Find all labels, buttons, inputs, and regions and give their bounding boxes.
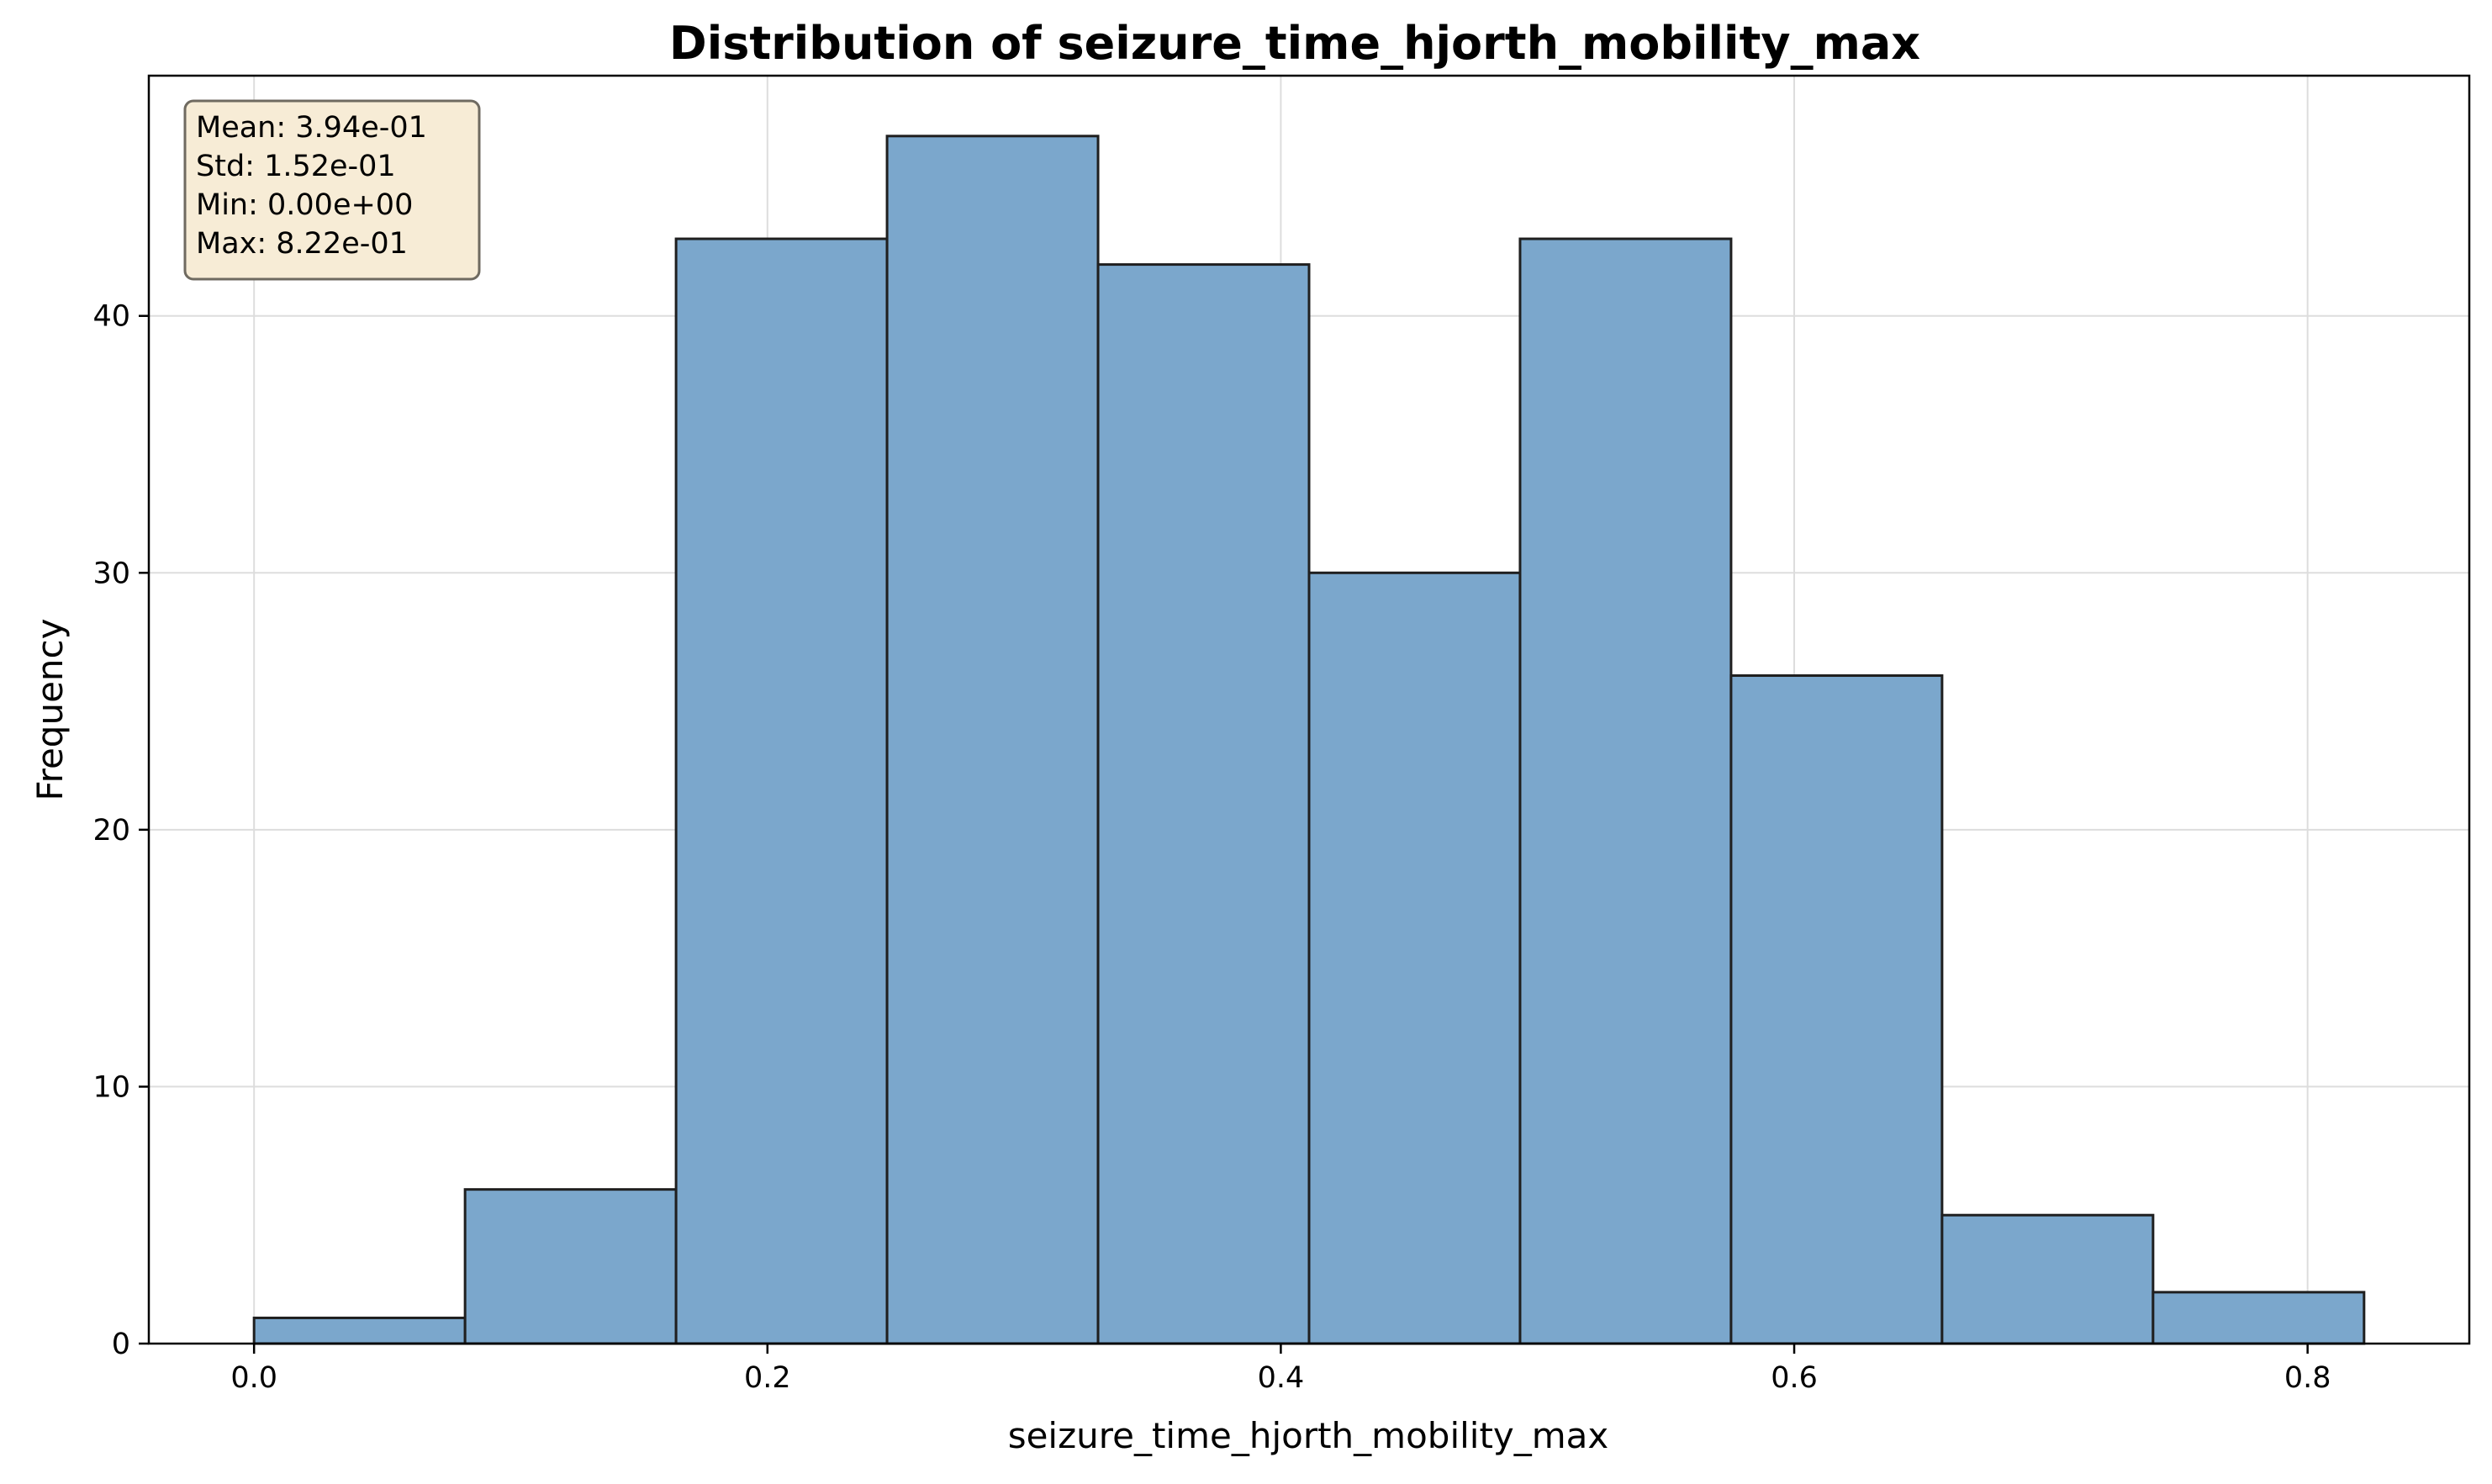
y-tick-label: 40 [92, 300, 130, 334]
histogram-bar [1307, 571, 1522, 1345]
histogram-bar [1940, 1213, 2155, 1345]
y-tick-label: 10 [92, 1070, 130, 1104]
histogram-bar [674, 237, 889, 1345]
chart-title: Distribution of seizure_time_hjorth_mobi… [669, 17, 1920, 70]
x-tick-label: 0.4 [1258, 1361, 1305, 1395]
stats-line: Mean: 3.94e-01 [196, 111, 427, 145]
stats-line: Max: 8.22e-01 [196, 227, 408, 261]
y-tick-label: 20 [92, 814, 130, 848]
histogram-bar [2151, 1291, 2366, 1345]
histogram-bar [1729, 674, 1944, 1345]
x-tick-label: 0.6 [1771, 1361, 1818, 1395]
stats-box: Mean: 3.94e-01 Std: 1.52e-01 Min: 0.00e+00… [183, 99, 481, 281]
histogram-bar [885, 135, 1100, 1345]
x-tick-label: 0.2 [744, 1361, 791, 1395]
histogram-bar [463, 1188, 678, 1345]
y-axis-label: Frequency [29, 619, 71, 801]
y-tick-label: 30 [92, 557, 130, 590]
stats-line: Std: 1.52e-01 [196, 150, 396, 183]
x-tick-label: 0.8 [2284, 1361, 2331, 1395]
axis-ticks: 0.0 0.2 0.4 0.6 0.8 0 10 20 30 40 [92, 300, 2331, 1395]
histogram-bars [252, 135, 2366, 1345]
y-tick-label: 0 [112, 1328, 130, 1361]
x-tick-label: 0.0 [230, 1361, 277, 1395]
stats-line: Min: 0.00e+00 [196, 188, 413, 222]
plot-frame [147, 74, 2471, 1345]
histogram-bar [1096, 263, 1311, 1345]
histogram-bar [1518, 237, 1733, 1345]
stats-box-background [183, 99, 481, 281]
histogram-bar [252, 1316, 467, 1345]
x-axis-label: seizure_time_hjorth_mobility_max [1008, 1415, 1609, 1456]
